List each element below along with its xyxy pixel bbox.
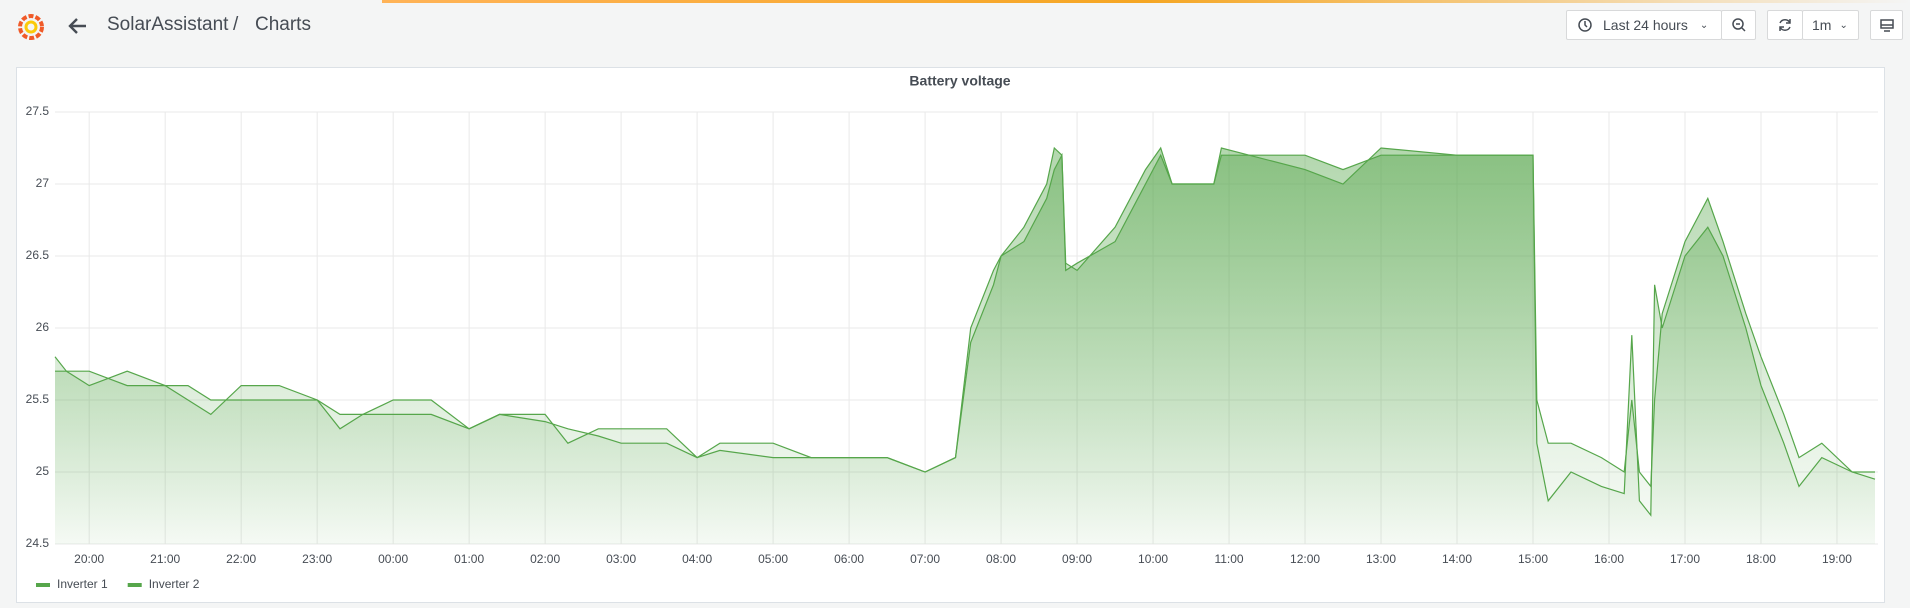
breadcrumb-separator: / <box>233 14 239 35</box>
tv-mode-button[interactable] <box>1870 10 1903 40</box>
series-area <box>55 148 1875 544</box>
x-tick-label: 19:00 <box>1822 552 1852 566</box>
y-tick-label: 25.5 <box>26 392 50 406</box>
y-tick-label: 26.5 <box>26 248 50 262</box>
refresh-icon <box>1779 19 1791 31</box>
x-tick-label: 15:00 <box>1518 552 1548 566</box>
y-tick-label: 26 <box>36 320 50 334</box>
legend-label: Inverter 2 <box>149 577 200 591</box>
x-tick-label: 23:00 <box>302 552 332 566</box>
logo[interactable] <box>16 12 46 42</box>
zoom-icon <box>1731 18 1746 32</box>
breadcrumb-folder[interactable]: SolarAssistant <box>107 14 229 35</box>
clock-icon <box>1578 18 1592 32</box>
monitor-icon <box>1879 19 1894 32</box>
x-tick-label: 17:00 <box>1670 552 1700 566</box>
x-tick-label: 01:00 <box>454 552 484 566</box>
x-tick-label: 18:00 <box>1746 552 1776 566</box>
interval-label: 1m <box>1812 17 1832 33</box>
x-tick-label: 03:00 <box>606 552 636 566</box>
refresh-button[interactable] <box>1767 10 1803 40</box>
x-tick-label: 07:00 <box>910 552 940 566</box>
x-tick-label: 16:00 <box>1594 552 1624 566</box>
series-line <box>54 146 1876 517</box>
x-tick-label: 11:00 <box>1214 552 1243 566</box>
caret: ⌄ <box>1839 19 1848 31</box>
zoom-out-button[interactable] <box>1721 10 1756 40</box>
legend-swatch <box>127 583 142 587</box>
x-tick-label: 08:00 <box>986 552 1016 566</box>
y-tick-label: 27 <box>36 176 50 190</box>
x-tick-label: 06:00 <box>834 552 864 566</box>
loading-bar <box>0 0 1910 3</box>
breadcrumb-title[interactable]: Charts <box>255 14 311 35</box>
y-tick-label: 27.5 <box>26 104 50 118</box>
x-tick-label: 00:00 <box>378 552 408 566</box>
x-tick-label: 09:00 <box>1062 552 1092 566</box>
x-tick-label: 05:00 <box>758 552 788 566</box>
legend-swatch <box>36 583 50 587</box>
time-picker[interactable]: Last 24 hours ⌄ <box>1566 10 1722 40</box>
back-button[interactable] <box>66 14 90 38</box>
x-tick-label: 10:00 <box>1138 552 1168 566</box>
time-range: Last 24 hours <box>1603 17 1688 33</box>
y-tick-label: 24.5 <box>26 536 50 550</box>
legend-label: Inverter 1 <box>57 577 108 591</box>
x-tick-label: 12:00 <box>1290 552 1320 566</box>
series-line <box>55 147 1875 489</box>
x-tick-label: 14:00 <box>1442 552 1472 566</box>
chart-title: Battery voltage <box>909 73 1010 89</box>
refresh-interval[interactable]: 1m ⌄ <box>1802 10 1859 40</box>
x-tick-label: 02:00 <box>530 552 560 566</box>
x-tick-label: 20:00 <box>74 552 104 566</box>
x-tick-label: 13:00 <box>1366 552 1396 566</box>
caret: ⌄ <box>1699 19 1709 31</box>
y-tick-label: 25 <box>36 464 50 478</box>
x-tick-label: 04:00 <box>682 552 712 566</box>
x-tick-label: 21:00 <box>150 552 180 566</box>
x-tick-label: 22:00 <box>226 552 256 566</box>
